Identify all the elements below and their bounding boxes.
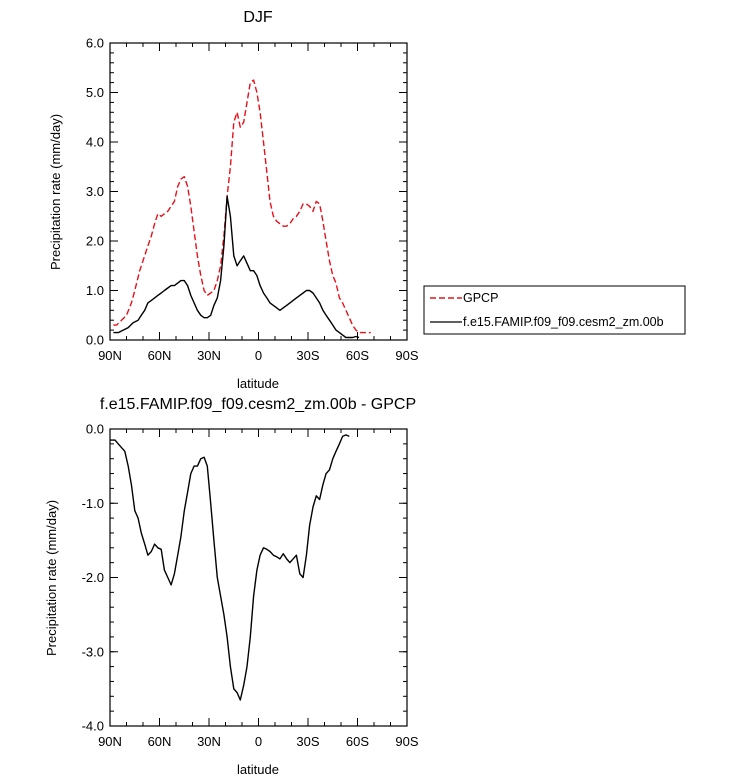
legend-label-gpcp: GPCP: [463, 291, 498, 305]
bottom-x-tick-label: 90N: [98, 734, 122, 749]
bottom-y-tick-label: -2.0: [82, 570, 104, 585]
top-y-tick-label: 5.0: [86, 85, 104, 100]
bottom-series-line-0: [110, 434, 350, 701]
legend-label-model: f.e15.FAMIP.f09_f09.cesm2_zm.00b: [463, 315, 664, 329]
top-series-line-0: [113, 79, 371, 334]
top-plot-area: 90N 60N 30N 0 30S 60S 90S 0.0 1.0 2.0 3.0 4.0 5.0 6.0: [86, 36, 419, 364]
bottom-x-tick-label: 30S: [296, 734, 319, 749]
top-y-tick-label: 4.0: [86, 135, 104, 150]
bottom-y-tick-label: -3.0: [82, 644, 104, 659]
top-x-tick-label: 60N: [148, 348, 172, 363]
top-series-line-1: [113, 195, 360, 339]
top-y-tick-label: 1.0: [86, 283, 104, 298]
top-x-tick-label: 90N: [98, 348, 122, 363]
legend: GPCP f.e15.FAMIP.f09_f09.cesm2_zm.00b: [423, 285, 686, 335]
bottom-x-tick-label: 60N: [148, 734, 172, 749]
top-y-tick-label: 0.0: [86, 333, 104, 348]
bottom-plot-frame: [109, 428, 408, 727]
top-x-tick-label: 90S: [395, 348, 418, 363]
top-panel: DJF 90N 60N 30N 0 30S 60S 90S 0.0 1.0 2.0 3.0 4.0 5.…: [48, 9, 686, 391]
bottom-y-tick-label: -1.0: [82, 496, 104, 511]
top-x-tick-label: 30S: [296, 348, 319, 363]
top-x-tick-label: 60S: [346, 348, 369, 363]
bottom-y-tick-label: -4.0: [82, 719, 104, 734]
top-y-tick-label: 6.0: [86, 36, 104, 51]
top-title: DJF: [243, 9, 273, 26]
bottom-x-tick-label: 30N: [197, 734, 221, 749]
bottom-x-tick-label: 60S: [346, 734, 369, 749]
legend-box: [423, 285, 686, 335]
bottom-xlabel: latitude: [237, 762, 279, 777]
top-y-tick-label: 3.0: [86, 184, 104, 199]
bottom-ylabel: Precipitation rate (mm/day): [44, 500, 59, 656]
bottom-x-tick-label: 90S: [395, 734, 418, 749]
top-xlabel: latitude: [237, 376, 279, 391]
top-ylabel: Precipitation rate (mm/day): [48, 114, 63, 270]
top-plot-frame: [109, 42, 408, 341]
bottom-plot-area: 90N 60N 30N 0 30S 60S 90S 0.0 -1.0 -2.0 -3.0 -4.0: [82, 422, 419, 750]
bottom-y-tick-label: 0.0: [86, 422, 104, 437]
top-x-tick-label: 0: [255, 348, 262, 363]
bottom-title: f.e15.FAMIP.f09_f09.cesm2_zm.00b - GPCP: [100, 396, 416, 413]
bottom-panel: f.e15.FAMIP.f09_f09.cesm2_zm.00b - GPCP …: [44, 396, 419, 777]
top-x-tick-label: 30N: [197, 348, 221, 363]
top-y-tick-label: 2.0: [86, 234, 104, 249]
bottom-x-tick-label: 0: [255, 734, 262, 749]
